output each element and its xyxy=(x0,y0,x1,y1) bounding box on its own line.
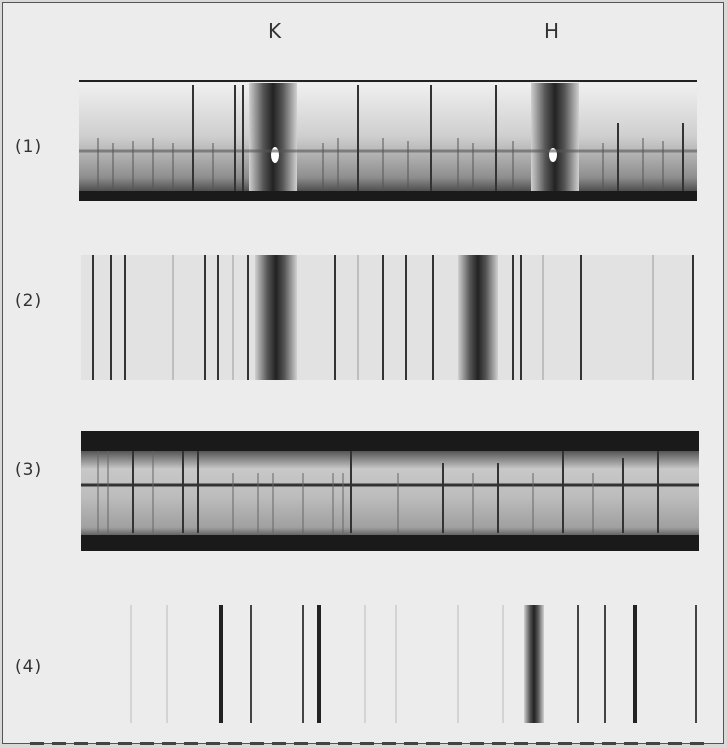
spectrum-3 xyxy=(81,431,699,551)
spectrum-3-label: (3) xyxy=(15,460,43,480)
k-line-label: K xyxy=(268,19,282,43)
torn-bottom-edge xyxy=(30,742,710,745)
spectrum-1-label: (1) xyxy=(15,137,43,157)
spectrum-4-label: (4) xyxy=(15,657,43,677)
spectrum-panel xyxy=(79,80,699,723)
spectrum-2-label: (2) xyxy=(15,291,43,311)
spectrum-1 xyxy=(79,80,697,201)
spectrum-2 xyxy=(81,255,694,380)
h-line-label: H xyxy=(544,19,560,43)
spectrum-4 xyxy=(130,605,697,723)
